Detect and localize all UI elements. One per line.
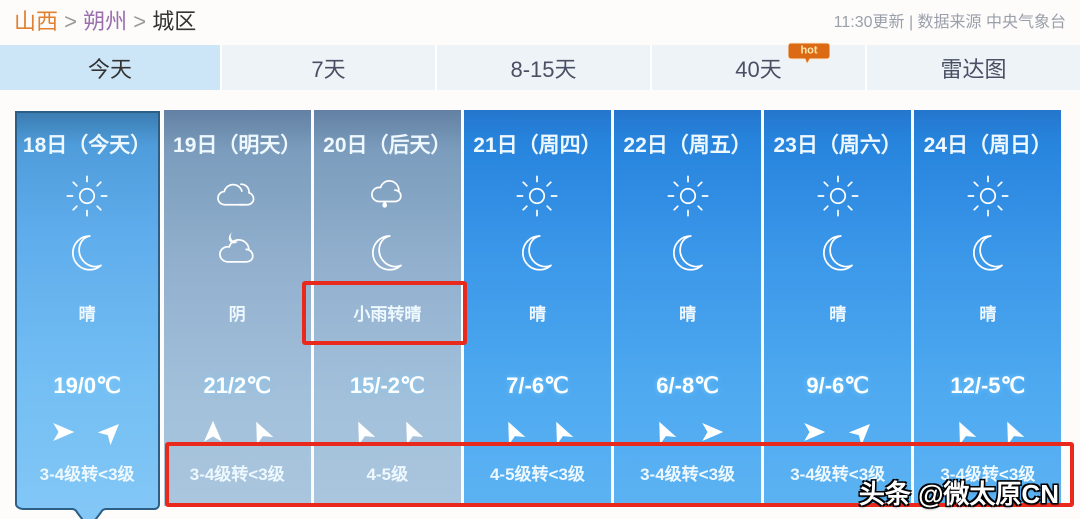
svg-text:hot: hot (801, 45, 818, 57)
